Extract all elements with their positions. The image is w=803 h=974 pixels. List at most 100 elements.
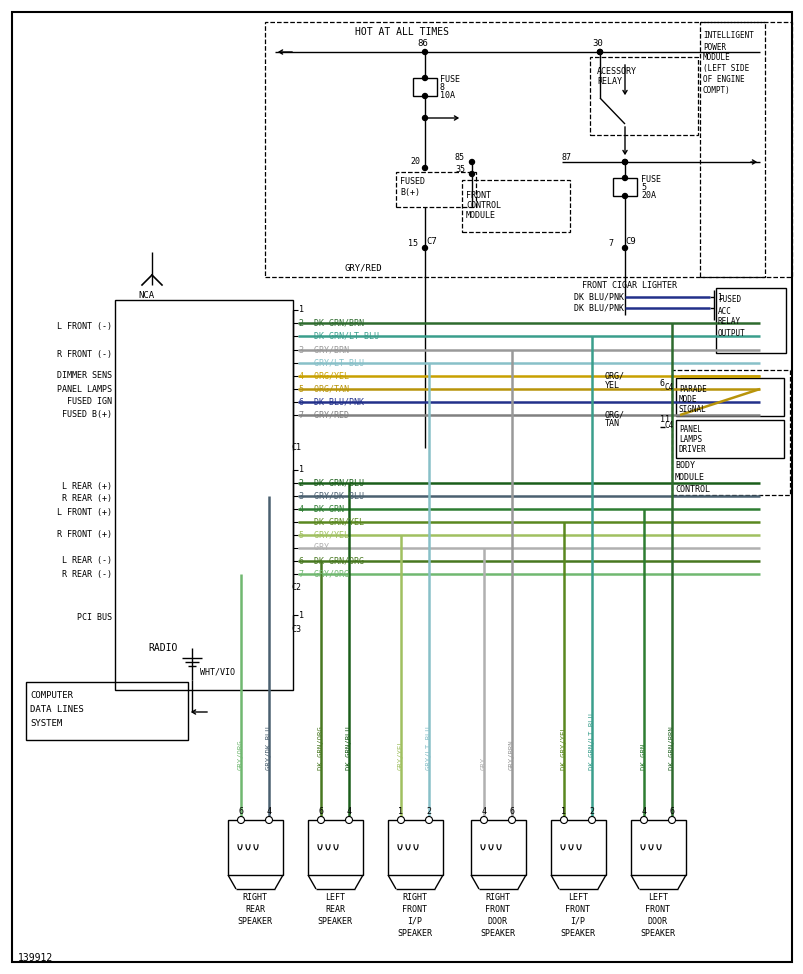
Text: 2: 2 [426, 806, 431, 815]
Text: R FRONT (+): R FRONT (+) [57, 531, 112, 540]
Text: GRY/YEL: GRY/YEL [397, 739, 403, 770]
Text: 30: 30 [591, 40, 602, 49]
Text: 5  ORG/TAN: 5 ORG/TAN [299, 385, 349, 393]
Text: 35: 35 [454, 166, 464, 174]
Text: 4: 4 [641, 806, 646, 815]
Text: HOT AT ALL TIMES: HOT AT ALL TIMES [355, 27, 448, 37]
Circle shape [265, 816, 272, 823]
Text: 1: 1 [716, 293, 721, 303]
Text: 6: 6 [318, 806, 323, 815]
Text: DK GRN/BLU: DK GRN/BLU [345, 727, 352, 770]
Text: MODULE: MODULE [675, 472, 704, 481]
Text: SPEAKER: SPEAKER [397, 928, 432, 938]
Bar [471, 820, 525, 875]
Circle shape [422, 245, 427, 250]
Text: SPEAKER: SPEAKER [317, 917, 352, 925]
Text: LEFT: LEFT [567, 892, 587, 902]
Text: OF ENGINE: OF ENGINE [702, 76, 744, 85]
Text: 139912: 139912 [18, 953, 53, 963]
Text: CONTROL: CONTROL [466, 201, 500, 209]
Text: MODULE: MODULE [702, 54, 730, 62]
Text: PANEL: PANEL [679, 426, 701, 434]
Text: R REAR (+): R REAR (+) [62, 495, 112, 504]
Text: 6: 6 [509, 806, 514, 815]
Text: 4: 4 [481, 806, 486, 815]
Text: C2: C2 [291, 582, 300, 591]
Text: RELAY: RELAY [717, 318, 740, 326]
Bar [699, 22, 791, 277]
Text: SPEAKER: SPEAKER [560, 928, 595, 938]
Text: REAR: REAR [245, 905, 265, 914]
Text: LEFT: LEFT [647, 892, 667, 902]
Text: 4  DK GRN: 4 DK GRN [299, 505, 344, 513]
Text: 6: 6 [659, 379, 664, 388]
Circle shape [317, 816, 324, 823]
Text: 2: 2 [589, 806, 593, 815]
Text: BODY: BODY [675, 461, 694, 469]
Text: L REAR (-): L REAR (-) [62, 556, 112, 566]
Text: ACC: ACC [717, 307, 731, 316]
Text: YEL: YEL [604, 381, 619, 390]
Text: DOOR: DOOR [647, 917, 667, 925]
Circle shape [622, 245, 626, 250]
Text: RELAY: RELAY [597, 78, 622, 87]
Text: REAR: REAR [324, 905, 344, 914]
Circle shape [667, 816, 675, 823]
Text: NCA: NCA [138, 290, 154, 299]
Text: 87: 87 [561, 154, 571, 163]
Text: COMPT): COMPT) [702, 87, 730, 95]
Circle shape [237, 816, 244, 823]
Text: SPEAKER: SPEAKER [480, 928, 515, 938]
Text: L FRONT (-): L FRONT (-) [57, 321, 112, 330]
Text: FUSED: FUSED [717, 295, 740, 305]
Text: SPEAKER: SPEAKER [237, 917, 272, 925]
Text: C1: C1 [291, 442, 300, 452]
Circle shape [480, 816, 487, 823]
Text: POWER: POWER [702, 43, 725, 52]
Text: 3  GRY/BRN: 3 GRY/BRN [299, 346, 349, 355]
Text: DK GRN/LT BLU: DK GRN/LT BLU [299, 331, 378, 341]
Bar [550, 820, 605, 875]
Text: GRY/LT BLU: GRY/LT BLU [426, 727, 431, 770]
Text: 86: 86 [417, 40, 427, 49]
Text: I/P: I/P [407, 917, 422, 925]
Circle shape [622, 175, 626, 180]
Text: 7: 7 [607, 240, 612, 248]
Text: C4: C4 [664, 384, 674, 393]
Text: FRONT: FRONT [565, 905, 589, 914]
Circle shape [622, 160, 626, 165]
Text: L REAR (+): L REAR (+) [62, 481, 112, 491]
Circle shape [422, 76, 427, 81]
Text: MODE: MODE [679, 395, 697, 404]
Text: FUSED: FUSED [400, 177, 425, 186]
Text: 5  GRY/YEL: 5 GRY/YEL [299, 531, 349, 540]
Text: DK GRN/ORG: DK GRN/ORG [318, 727, 324, 770]
Text: B(+): B(+) [400, 188, 419, 197]
Bar [228, 820, 283, 875]
Circle shape [397, 816, 404, 823]
Text: 1: 1 [560, 806, 566, 815]
Text: 4  ORG/YEL: 4 ORG/YEL [299, 371, 349, 381]
Text: SIGNAL: SIGNAL [679, 405, 706, 415]
Text: 15: 15 [407, 240, 418, 248]
Text: FUSED IGN: FUSED IGN [67, 397, 112, 406]
Text: 4: 4 [346, 806, 351, 815]
Circle shape [422, 94, 427, 98]
Circle shape [422, 116, 427, 121]
Text: (LEFT SIDE: (LEFT SIDE [702, 64, 748, 73]
Text: FUSE: FUSE [640, 175, 660, 184]
Text: FRONT: FRONT [485, 905, 510, 914]
Text: RIGHT: RIGHT [243, 892, 267, 902]
Bar [396, 172, 475, 207]
Circle shape [469, 171, 474, 176]
Text: CONTROL: CONTROL [675, 484, 709, 494]
Text: 7  GRY/RED: 7 GRY/RED [299, 410, 349, 420]
Text: LEFT: LEFT [324, 892, 344, 902]
Circle shape [597, 50, 601, 55]
Text: GRY/ORG: GRY/ORG [238, 739, 243, 770]
Text: 85: 85 [454, 154, 464, 163]
Text: 1: 1 [398, 806, 403, 815]
Text: 1: 1 [299, 611, 304, 619]
Bar [388, 820, 442, 875]
Text: FRONT CIGAR LIGHTER: FRONT CIGAR LIGHTER [581, 281, 676, 289]
